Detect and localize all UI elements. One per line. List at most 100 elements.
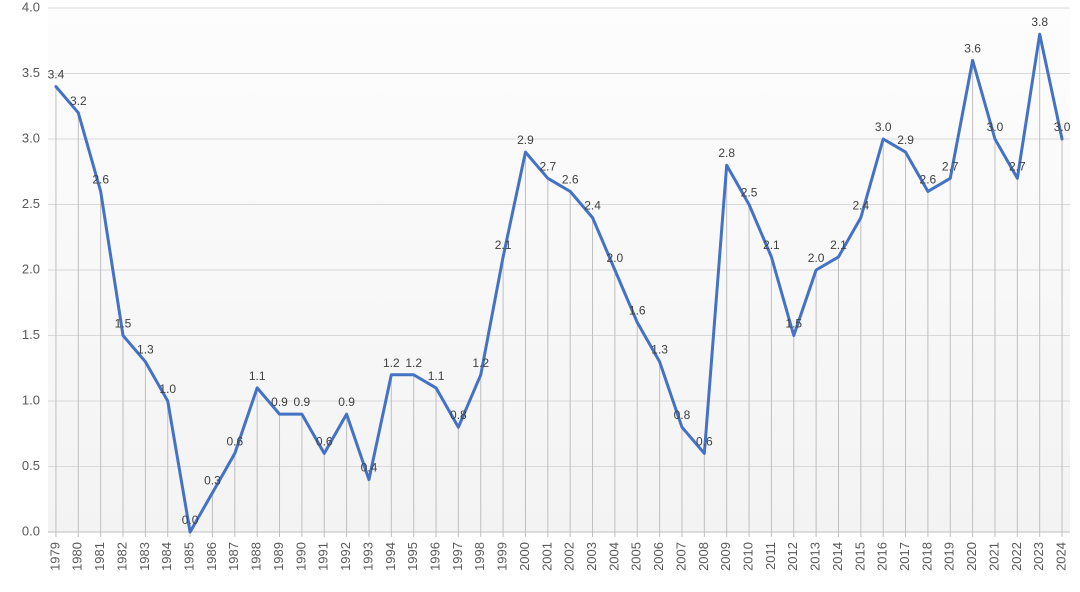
x-tick-label: 2010: [740, 542, 755, 571]
x-tick-label: 1996: [427, 542, 442, 571]
x-tick-label: 2001: [539, 542, 554, 571]
x-tick-label: 2003: [584, 542, 599, 571]
x-tick-label: 2019: [942, 542, 957, 571]
data-label: 2.7: [1009, 159, 1026, 173]
x-tick-label: 1986: [204, 542, 219, 571]
data-label: 2.6: [92, 172, 109, 186]
data-label: 2.9: [517, 133, 534, 147]
x-tick-label: 1985: [182, 542, 197, 571]
x-tick-label: 1990: [293, 542, 308, 571]
x-tick-label: 1984: [159, 542, 174, 571]
data-label: 2.5: [741, 186, 758, 200]
data-label: 1.2: [405, 356, 422, 370]
x-tick-label: 1979: [47, 542, 62, 571]
y-tick-label: 1.0: [22, 392, 40, 407]
y-tick-label: 3.5: [22, 65, 40, 80]
x-tick-label: 1999: [495, 542, 510, 571]
x-tick-label: 2004: [606, 542, 621, 571]
x-tick-label: 1988: [249, 542, 264, 571]
data-label: 1.2: [383, 356, 400, 370]
data-label: 2.1: [495, 238, 512, 252]
data-label: 1.3: [651, 343, 668, 357]
data-label: 1.3: [137, 343, 154, 357]
x-tick-label: 2014: [830, 542, 845, 571]
data-label: 1.5: [115, 317, 132, 331]
data-label: 0.8: [674, 408, 691, 422]
x-tick-label: 1997: [450, 542, 465, 571]
data-label: 0.3: [204, 474, 221, 488]
data-label: 1.1: [428, 369, 445, 383]
data-label: 2.6: [920, 172, 937, 186]
data-label: 3.0: [987, 120, 1004, 134]
data-label: 2.7: [539, 159, 556, 173]
x-tick-label: 1991: [316, 542, 331, 571]
data-label: 3.0: [1054, 120, 1071, 134]
data-label: 2.6: [562, 172, 579, 186]
x-tick-label: 1994: [383, 542, 398, 571]
data-label: 3.6: [964, 41, 981, 55]
data-label: 0.6: [226, 434, 243, 448]
x-tick-label: 2009: [718, 542, 733, 571]
x-tick-label: 2011: [763, 542, 778, 570]
x-tick-label: 1995: [405, 542, 420, 571]
data-label: 3.2: [70, 94, 87, 108]
chart-svg: 0.0 0.5 1.0 1.5 2.0 2.5 3.0 3.5 4.0 3.4 3.2 2.6 1.5 1…: [0, 0, 1080, 592]
x-tick-label: 2020: [964, 542, 979, 571]
data-label: 1.2: [472, 356, 489, 370]
x-tick-label: 1987: [226, 542, 241, 571]
data-label: 2.4: [584, 199, 601, 213]
x-tick-label: 1992: [338, 542, 353, 571]
data-label: 2.4: [852, 199, 869, 213]
x-tick-label: 1989: [271, 542, 286, 571]
x-tick-label: 2016: [875, 542, 890, 571]
data-label: 1.6: [629, 303, 646, 317]
x-tick-label: 1993: [360, 542, 375, 571]
x-tick-label: 1980: [70, 542, 85, 571]
x-tick-label: 2005: [629, 542, 644, 571]
y-tick-label: 4.0: [22, 0, 40, 14]
y-tick-label: 1.5: [22, 327, 40, 342]
y-tick-label: 2.0: [22, 261, 40, 276]
data-label: 0.9: [271, 395, 288, 409]
data-label: 3.8: [1031, 15, 1048, 29]
y-tick-label: 2.5: [22, 196, 40, 211]
x-tick-label: 2018: [919, 542, 934, 571]
x-tick-label: 1983: [137, 542, 152, 571]
data-label: 1.5: [785, 317, 802, 331]
data-label: 0.4: [361, 461, 378, 475]
x-tick-label: 2013: [808, 542, 823, 571]
x-tick-label: 2024: [1053, 542, 1068, 571]
data-label: 3.0: [875, 120, 892, 134]
x-tick-label: 2012: [785, 542, 800, 571]
x-tick-label: 1998: [472, 542, 487, 571]
x-tick-label: 1981: [92, 542, 107, 571]
data-label: 0.8: [450, 408, 467, 422]
data-label: 0.6: [316, 434, 333, 448]
y-tick-label: 3.0: [22, 130, 40, 145]
data-label: 2.1: [830, 238, 847, 252]
line-chart: 0.0 0.5 1.0 1.5 2.0 2.5 3.0 3.5 4.0 3.4 3.2 2.6 1.5 1…: [0, 0, 1080, 592]
data-label: 2.9: [897, 133, 914, 147]
y-tick-label: 0.0: [22, 523, 40, 538]
data-label: 0.9: [338, 395, 355, 409]
data-label: 0.6: [696, 434, 713, 448]
y-tick-label: 0.5: [22, 458, 40, 473]
x-tick-label: 2023: [1031, 542, 1046, 571]
x-tick-label: 2008: [696, 542, 711, 571]
x-tick-label: 2002: [562, 542, 577, 571]
x-tick-label: 2015: [852, 542, 867, 571]
data-label: 3.4: [48, 68, 65, 82]
data-label: 0.9: [294, 395, 311, 409]
x-tick-label: 2017: [897, 542, 912, 571]
data-label: 2.0: [808, 251, 825, 265]
data-label: 2.0: [607, 251, 624, 265]
x-tick-label: 2022: [1009, 542, 1024, 571]
x-tick-label: 2000: [517, 542, 532, 571]
x-tick-label: 2007: [673, 542, 688, 571]
data-label: 0.0: [182, 513, 199, 527]
x-tick-label: 1982: [114, 542, 129, 571]
data-label: 2.7: [942, 159, 959, 173]
x-tick-label: 2021: [986, 542, 1001, 571]
data-label: 2.8: [718, 146, 735, 160]
data-label: 1.0: [159, 382, 176, 396]
